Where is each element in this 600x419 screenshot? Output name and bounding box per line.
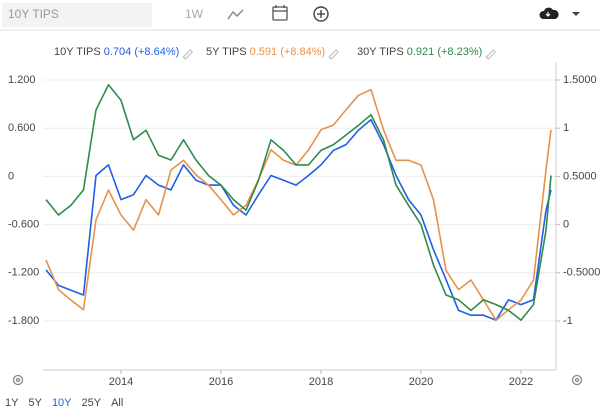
y2-tick-label: -1 <box>563 315 573 327</box>
plot-area: 1.200 0.600 0 -0.600 -1.200 -1.800 1.5000 1 0.50… <box>8 62 600 388</box>
add-icon[interactable] <box>313 6 329 22</box>
y2-tick-label: -0.5000 <box>563 267 600 279</box>
interval[interactable]: 1W <box>185 7 204 21</box>
settings-icon[interactable] <box>571 374 583 386</box>
range-button[interactable]: 25Y <box>82 397 102 409</box>
range-button[interactable]: 5Y <box>28 397 42 409</box>
legend-last: 0.704 <box>104 46 132 58</box>
legend-name: 30Y TIPS <box>357 46 404 58</box>
y2-tick-label: 0.5000 <box>563 170 597 182</box>
range-button[interactable]: 10Y <box>52 397 72 409</box>
edit-icon[interactable] <box>485 49 497 60</box>
x-tick-label: 2018 <box>309 376 333 388</box>
series-line <box>45 88 552 321</box>
range-button[interactable]: 1Y <box>5 397 19 409</box>
legend-name: 10Y TIPS <box>54 46 101 58</box>
edit-icon[interactable] <box>182 49 194 60</box>
range-button[interactable]: All <box>111 397 123 409</box>
legend-entry[interactable]: 10Y TIPS 0.704 (+8.64%) <box>54 46 179 58</box>
legend-change: (+8.64%) <box>134 46 179 58</box>
y-tick-label: 0 <box>8 170 14 182</box>
edit-icon[interactable] <box>328 49 339 60</box>
legend-entry[interactable]: 5Y TIPS 0.591 (+8.84%) <box>206 46 325 58</box>
settings-icon[interactable] <box>12 374 24 386</box>
search-box[interactable] <box>2 3 152 27</box>
y-tick-label: -1.800 <box>8 315 39 327</box>
y-tick-label: -1.200 <box>8 267 39 279</box>
y2-tick-label: 1 <box>563 122 569 134</box>
legend-last: 0.591 <box>250 46 278 58</box>
menu-caret[interactable] <box>572 12 580 16</box>
download-icon[interactable] <box>539 7 559 19</box>
range-selector: 1Y 5Y 10Y 25Y All <box>5 397 123 409</box>
y-tick-label: 1.200 <box>8 74 36 86</box>
y-tick-label: 0.600 <box>8 122 36 134</box>
legend-change: (+8.23%) <box>437 46 482 58</box>
legend-name: 5Y TIPS <box>206 46 247 58</box>
series-line <box>45 84 552 321</box>
legend: 10Y TIPS 0.704 (+8.64%) 5Y TIPS 0.591 (+… <box>54 46 497 60</box>
calendar-icon[interactable] <box>272 5 288 21</box>
legend-entry[interactable]: 30Y TIPS 0.921 (+8.23%) <box>357 46 482 58</box>
series-line <box>45 118 552 321</box>
y-tick-label: -0.600 <box>8 219 39 231</box>
x-tick-label: 2016 <box>209 376 233 388</box>
x-tick-label: 2014 <box>109 376 133 388</box>
chart-style-icon[interactable] <box>227 9 244 20</box>
x-tick-label: 2022 <box>509 376 533 388</box>
legend-change: (+8.84%) <box>280 46 325 58</box>
search-text[interactable]: 10Y TIPS <box>8 7 59 21</box>
x-tick-label: 2020 <box>409 376 433 388</box>
legend-last: 0.921 <box>407 46 435 58</box>
y2-tick-label: 0 <box>563 219 569 231</box>
y2-tick-label: 1.5000 <box>563 74 597 86</box>
